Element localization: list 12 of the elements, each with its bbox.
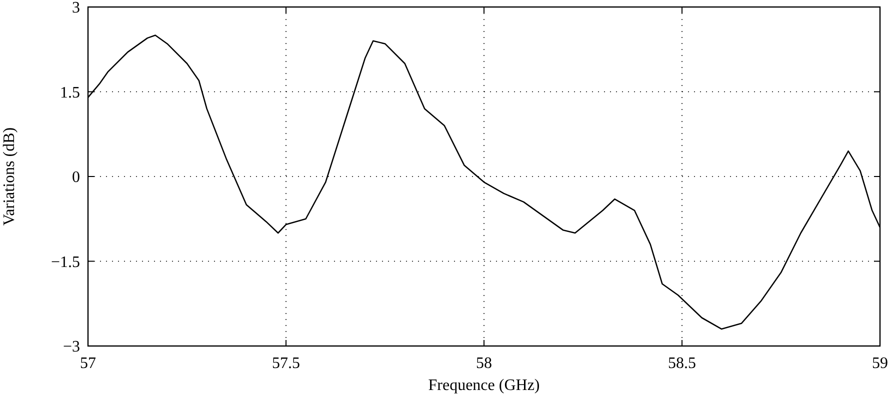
y-tick-label: −3 bbox=[62, 338, 80, 356]
x-tick-label: 58 bbox=[476, 355, 492, 372]
y-tick-label: 3 bbox=[72, 0, 80, 17]
x-tick-label: 58.5 bbox=[668, 355, 696, 372]
y-tick-label: 1.5 bbox=[60, 84, 80, 102]
y-tick-label: 0 bbox=[72, 169, 80, 186]
x-tick-label: 59 bbox=[872, 355, 888, 372]
x-tick-label: 57.5 bbox=[272, 355, 300, 372]
y-tick-label: −1.5 bbox=[50, 254, 80, 271]
x-axis-title: Frequence (GHz) bbox=[428, 377, 540, 394]
x-tick-label: 57 bbox=[80, 355, 96, 372]
y-axis-title: Variations (dB) bbox=[1, 127, 18, 226]
